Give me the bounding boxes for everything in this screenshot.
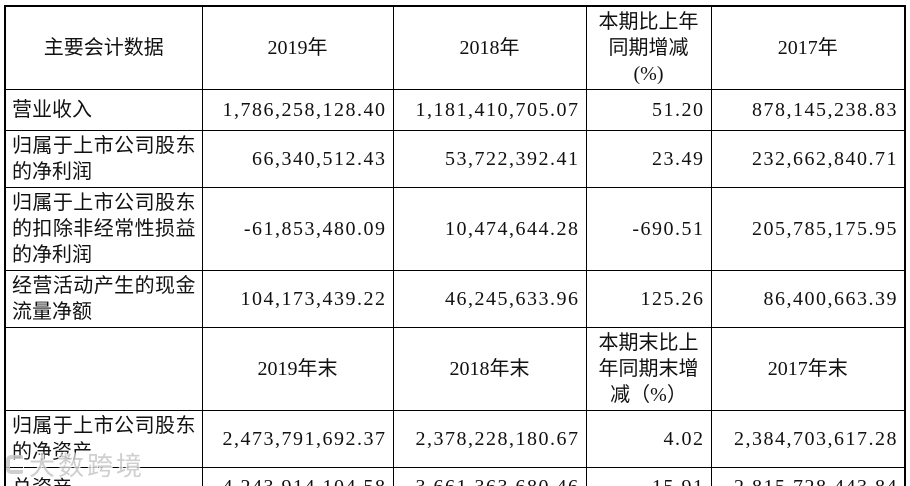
value-yoy-change: -690.51	[585, 187, 712, 271]
column-header-2019: 2019年	[201, 5, 394, 90]
column-header-2017-end: 2017年末	[710, 327, 906, 411]
column-header-2018-end: 2018年末	[392, 327, 587, 411]
value-2018: 10,474,644.28	[392, 187, 587, 271]
value-2019: 66,340,512.43	[201, 130, 394, 188]
value-yoy-change: 15.91	[585, 467, 712, 486]
row-label: 营业收入	[4, 89, 203, 131]
table-row-operating-cash-flow: 经营活动产生的现金流量净额 104,173,439.22 46,245,633.…	[4, 270, 906, 328]
column-header-eoy-change: 本期末比上 年同期末增 减（%）	[585, 327, 712, 411]
column-header-yoy-change: 本期比上年 同期增减 (%)	[585, 5, 712, 90]
value-2017: 86,400,663.39	[710, 270, 906, 328]
value-2017: 232,662,840.71	[710, 130, 906, 188]
row-label: 归属于上市公司股东的扣除非经常性损益的净利润	[4, 187, 203, 271]
value-2017: 878,145,238.83	[710, 89, 906, 131]
value-yoy-change: 125.26	[585, 270, 712, 328]
value-2018: 53,722,392.41	[392, 130, 587, 188]
table-row-operating-revenue: 营业收入 1,786,258,128.40 1,181,410,705.07 5…	[4, 89, 906, 131]
value-2018: 3,661,363,680.46	[392, 467, 587, 486]
row-label: 归属于上市公司股东的净利润	[4, 130, 203, 188]
value-2017: 2,384,703,617.28	[710, 410, 906, 468]
table-header-row-annual: 主要会计数据 2019年 2018年 本期比上年 同期增减 (%) 2017年	[4, 5, 906, 90]
key-accounting-data-table: 主要会计数据 2019年 2018年 本期比上年 同期增减 (%) 2017年 …	[4, 5, 906, 486]
row-label: 归属于上市公司股东的净资产	[4, 410, 203, 468]
value-2017: 205,785,175.95	[710, 187, 906, 271]
value-2019: 104,173,439.22	[201, 270, 394, 328]
column-header-2017: 2017年	[710, 5, 906, 90]
value-yoy-change: 23.49	[585, 130, 712, 188]
table-header-row-end-of-year: 2019年末 2018年末 本期末比上 年同期末增 减（%） 2017年末	[4, 327, 906, 411]
column-header-metric-empty	[4, 327, 203, 411]
value-2019: -61,853,480.09	[201, 187, 394, 271]
table-row-net-profit: 归属于上市公司股东的净利润 66,340,512.43 53,722,392.4…	[4, 130, 906, 188]
value-2018: 2,378,228,180.67	[392, 410, 587, 468]
value-2018: 46,245,633.96	[392, 270, 587, 328]
value-yoy-change: 51.20	[585, 89, 712, 131]
value-2019: 4,243,914,104.58	[201, 467, 394, 486]
value-yoy-change: 4.02	[585, 410, 712, 468]
value-2018: 1,181,410,705.07	[392, 89, 587, 131]
value-2017: 2,815,728,443.84	[710, 467, 906, 486]
column-header-2018: 2018年	[392, 5, 587, 90]
row-label: 经营活动产生的现金流量净额	[4, 270, 203, 328]
row-label: 总资产	[4, 467, 203, 486]
table-row-net-profit-excl-nonrecurring: 归属于上市公司股东的扣除非经常性损益的净利润 -61,853,480.09 10…	[4, 187, 906, 271]
table-row-net-assets: 归属于上市公司股东的净资产 2,473,791,692.37 2,378,228…	[4, 410, 906, 468]
value-2019: 1,786,258,128.40	[201, 89, 394, 131]
value-2019: 2,473,791,692.37	[201, 410, 394, 468]
column-header-metric: 主要会计数据	[4, 5, 203, 90]
column-header-2019-end: 2019年末	[201, 327, 394, 411]
table-row-total-assets: 总资产 4,243,914,104.58 3,661,363,680.46 15…	[4, 467, 906, 486]
